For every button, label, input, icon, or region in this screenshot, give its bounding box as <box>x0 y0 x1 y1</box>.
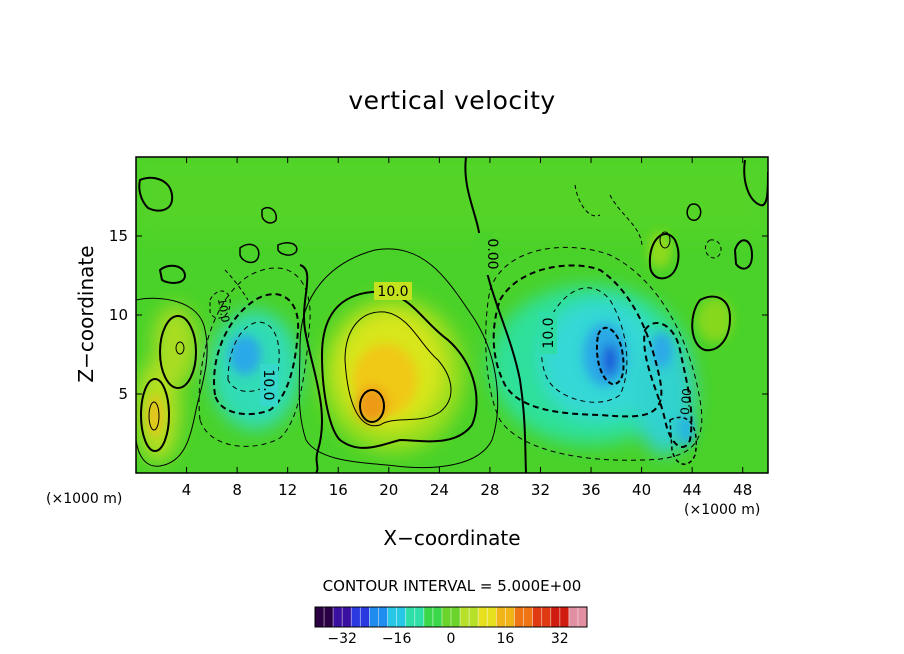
colorbar-swatch <box>532 607 543 627</box>
x-tick-label: 44 <box>683 481 702 499</box>
colorbar-frame <box>314 606 588 628</box>
colorbar-swatch <box>469 607 479 627</box>
contour-label: 10.0 <box>215 297 232 323</box>
chart-title: vertical velocity <box>348 86 556 115</box>
colorbar-swatch <box>351 607 361 627</box>
colorbar-tick-label: −32 <box>327 631 357 647</box>
x-tick-label: 16 <box>329 481 348 499</box>
colorbar-swatch <box>541 607 552 627</box>
colorbar-tick-label: 32 <box>551 631 569 647</box>
x-unit-label: (×1000 m) <box>684 502 761 518</box>
contour-label: 10.0 <box>260 369 276 400</box>
colorbar-swatch <box>342 607 352 627</box>
colorbar-swatch <box>478 607 488 627</box>
colorbar-swatch <box>523 607 534 627</box>
contour-label: 0.00 <box>484 238 500 269</box>
z-unit-label: (×1000 m) <box>46 491 123 507</box>
x-tick-label: 4 <box>182 481 192 499</box>
colorbar-swatch <box>315 607 325 627</box>
x-tick-label: 40 <box>632 481 651 499</box>
x-axis: 4 8 12 16 20 24 28 32 36 40 44 48 <box>182 157 752 499</box>
colorbar-tick-label: 16 <box>496 631 514 647</box>
colorbar-swatch <box>378 607 389 627</box>
colorbar-swatch <box>487 607 497 627</box>
colorbar-swatch <box>505 607 515 627</box>
colorbar-tick-label: −16 <box>382 631 412 647</box>
velocity-field <box>136 157 768 473</box>
y-tick-label: 5 <box>118 385 128 403</box>
colorbar-swatch <box>568 607 579 627</box>
x-tick-label: 28 <box>480 481 499 499</box>
contour-interval-label: CONTOUR INTERVAL = 5.000E+00 <box>322 577 582 595</box>
colorbar-swatch <box>369 607 379 627</box>
colorbar-swatch <box>387 607 398 627</box>
colorbar-swatch <box>432 607 443 627</box>
colorbar-swatch <box>324 607 334 627</box>
colorbar-swatch <box>396 607 407 627</box>
contour-labels: 10.0 0.00 10.0 10.0 10.0 0.00 <box>215 233 694 416</box>
colorbar-swatch <box>423 607 434 627</box>
y-axis: 5 10 15 <box>109 227 768 403</box>
colorbar-swatch <box>414 607 425 627</box>
colorbar-swatch <box>550 607 561 627</box>
contour-label: 0.00 <box>678 388 694 416</box>
colorbar-swatch <box>441 607 452 627</box>
colorbar-swatch <box>360 607 370 627</box>
x-tick-label: 24 <box>430 481 449 499</box>
x-tick-label: 8 <box>232 481 242 499</box>
x-tick-label: 20 <box>379 481 398 499</box>
x-tick-label: 36 <box>581 481 600 499</box>
y-tick-label: 15 <box>109 227 128 245</box>
contour-label: 10.0 <box>377 284 408 300</box>
colorbar-tick-label: 0 <box>447 631 456 647</box>
colorbar-swatch <box>451 607 461 627</box>
colorbar-swatch <box>405 607 416 627</box>
colorbar-swatch <box>577 607 588 627</box>
x-tick-label: 12 <box>278 481 297 499</box>
x-tick-label: 32 <box>531 481 550 499</box>
x-axis-title: X−coordinate <box>383 526 521 550</box>
x-tick-label: 48 <box>733 481 752 499</box>
colorbar-swatch <box>460 607 470 627</box>
colorbar-swatch <box>496 607 506 627</box>
colorbar-swatch <box>514 607 525 627</box>
contour-label: 10.0 <box>541 317 557 348</box>
colorbar-swatch <box>333 607 343 627</box>
colorbar-swatch <box>559 607 570 627</box>
colorbar: −32 −16 0 16 32 <box>314 606 588 647</box>
y-tick-label: 10 <box>109 306 128 324</box>
y-axis-title: Z−coordinate <box>74 245 98 383</box>
